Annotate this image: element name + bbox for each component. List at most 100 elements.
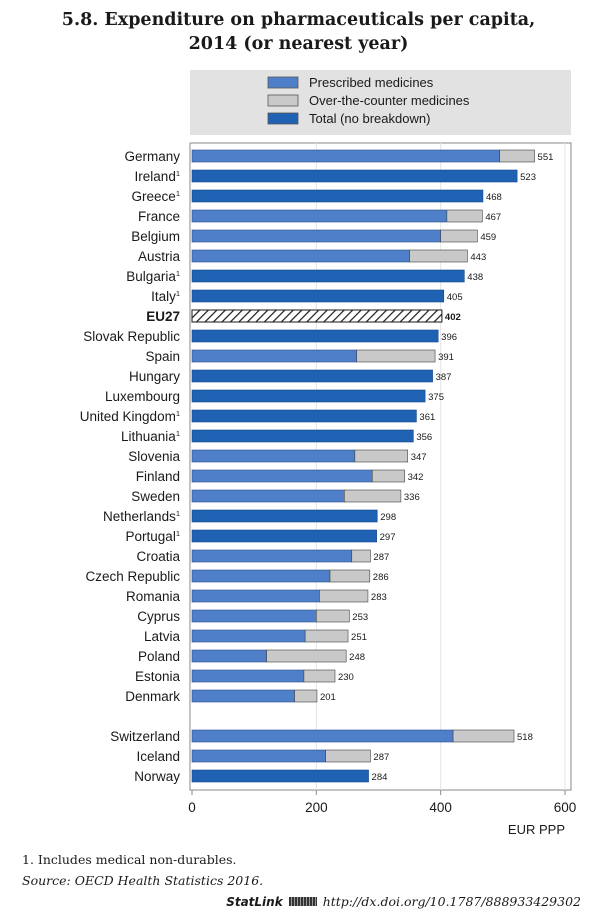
value-label-germany: 551 <box>538 152 554 163</box>
x-tick-label-400: 400 <box>429 800 452 815</box>
chart-title: 5.8. Expenditure on pharmaceuticals per … <box>0 8 597 56</box>
bar-sweden-otc <box>344 489 402 503</box>
bar-portugal-total <box>191 529 377 543</box>
footnote: 1. Includes medical non-durables. <box>22 852 237 867</box>
bar-czech-republic-otc <box>329 569 371 583</box>
value-label-france: 467 <box>485 212 501 223</box>
category-label-finland: Finland <box>136 469 180 484</box>
bar-cyprus-prescribed <box>191 609 317 623</box>
bar-netherlands-total <box>191 509 378 523</box>
bar-ireland-total <box>191 169 518 183</box>
value-label-norway: 284 <box>372 772 388 783</box>
category-label-lithuania: Lithuania1 <box>121 429 180 444</box>
value-label-switzerland: 518 <box>517 732 533 743</box>
category-label-denmark: Denmark <box>125 689 180 704</box>
category-label-eu27: EU27 <box>146 309 180 324</box>
category-label-france: France <box>138 209 180 224</box>
value-label-ireland: 523 <box>520 172 536 183</box>
category-label-portugal: Portugal1 <box>126 529 180 544</box>
bar-hungary-total <box>191 369 433 383</box>
value-label-denmark: 201 <box>320 692 336 703</box>
bar-bulgaria-total <box>191 269 465 283</box>
bar-united-kingdom-total <box>191 409 417 423</box>
bar-sweden-prescribed <box>191 489 345 503</box>
footnote-marker: 1 <box>176 429 180 438</box>
bar-slovenia-prescribed <box>191 449 356 463</box>
bar-france-otc <box>446 209 483 223</box>
category-label-sweden: Sweden <box>131 489 180 504</box>
bar-estonia-prescribed <box>191 669 305 683</box>
bar-croatia-prescribed <box>191 549 353 563</box>
bar-switzerland-otc <box>452 729 515 743</box>
category-label-norway: Norway <box>134 769 180 784</box>
bar-france-prescribed <box>191 209 448 223</box>
bar-belgium-otc <box>440 229 478 243</box>
value-label-lithuania: 356 <box>416 432 432 443</box>
bar-luxembourg-total <box>191 389 426 403</box>
legend-swatch-total <box>267 112 299 125</box>
source-note: Source: OECD Health Statistics 2016. <box>22 873 263 888</box>
value-label-greece: 468 <box>486 192 502 203</box>
bar-germany-otc <box>499 149 535 163</box>
bar-latvia-prescribed <box>191 629 306 643</box>
category-label-slovenia: Slovenia <box>128 449 180 464</box>
bar-romania-otc <box>319 589 369 603</box>
value-label-united-kingdom: 361 <box>419 412 435 423</box>
value-label-bulgaria: 438 <box>467 272 483 283</box>
value-label-eu27: 402 <box>445 312 461 323</box>
category-label-greece: Greece1 <box>132 189 180 204</box>
category-label-cyprus: Cyprus <box>137 609 180 624</box>
category-label-netherlands: Netherlands1 <box>103 509 180 524</box>
category-label-croatia: Croatia <box>136 549 180 564</box>
value-label-netherlands: 298 <box>380 512 396 523</box>
category-label-poland: Poland <box>138 649 180 664</box>
value-label-spain: 391 <box>438 352 454 363</box>
bar-romania-prescribed <box>191 589 320 603</box>
bar-cyprus-otc <box>316 609 350 623</box>
legend-label-otc: Over-the-counter medicines <box>309 93 470 108</box>
bar-poland-otc <box>266 649 347 663</box>
bar-spain-otc <box>356 349 436 363</box>
value-label-slovak-republic: 396 <box>441 332 457 343</box>
category-label-ireland: Ireland1 <box>135 169 180 184</box>
bar-greece-total <box>191 189 484 203</box>
category-label-austria: Austria <box>138 249 181 264</box>
legend-label-total: Total (no breakdown) <box>309 111 430 126</box>
footnote-marker: 1 <box>176 169 180 178</box>
source-text: OECD Health Statistics 2016. <box>74 873 264 888</box>
value-label-slovenia: 347 <box>411 452 427 463</box>
category-label-italy: Italy1 <box>151 289 180 304</box>
bar-italy-total <box>191 289 445 303</box>
value-label-italy: 405 <box>447 292 463 303</box>
value-label-latvia: 251 <box>351 632 367 643</box>
x-tick-label-600: 600 <box>554 800 577 815</box>
bar-lithuania-total <box>191 429 414 443</box>
bar-croatia-otc <box>351 549 371 563</box>
bar-czech-republic-prescribed <box>191 569 331 583</box>
bar-germany-prescribed <box>191 149 501 163</box>
category-label-romania: Romania <box>126 589 181 604</box>
category-label-iceland: Iceland <box>136 749 180 764</box>
category-label-bulgaria: Bulgaria1 <box>126 269 180 284</box>
footnote-marker: 1 <box>176 409 180 418</box>
category-label-united-kingdom: United Kingdom1 <box>80 409 180 424</box>
legend-swatch-prescribed <box>267 76 299 89</box>
value-label-austria: 443 <box>470 252 486 263</box>
bar-iceland-prescribed <box>191 749 326 763</box>
bar-chart: Prescribed medicines Over-the-counter med… <box>80 70 577 837</box>
bar-switzerland-prescribed <box>191 729 454 743</box>
value-label-estonia: 230 <box>338 672 354 683</box>
bar-slovak-republic-total <box>191 329 439 343</box>
value-label-finland: 342 <box>408 472 424 483</box>
category-label-slovak-republic: Slovak Republic <box>83 329 180 344</box>
x-tick-label-0: 0 <box>188 800 196 815</box>
bar-poland-prescribed <box>191 649 267 663</box>
bar-denmark-prescribed <box>191 689 295 703</box>
statlink-url[interactable]: http://dx.doi.org/10.1787/888933429302 <box>322 894 581 909</box>
footnote-marker: 1 <box>176 529 180 538</box>
bar-spain-prescribed <box>191 349 358 363</box>
bar-latvia-otc <box>304 629 349 643</box>
bar-austria-prescribed <box>191 249 410 263</box>
value-label-belgium: 459 <box>480 232 496 243</box>
bar-estonia-otc <box>303 669 336 683</box>
